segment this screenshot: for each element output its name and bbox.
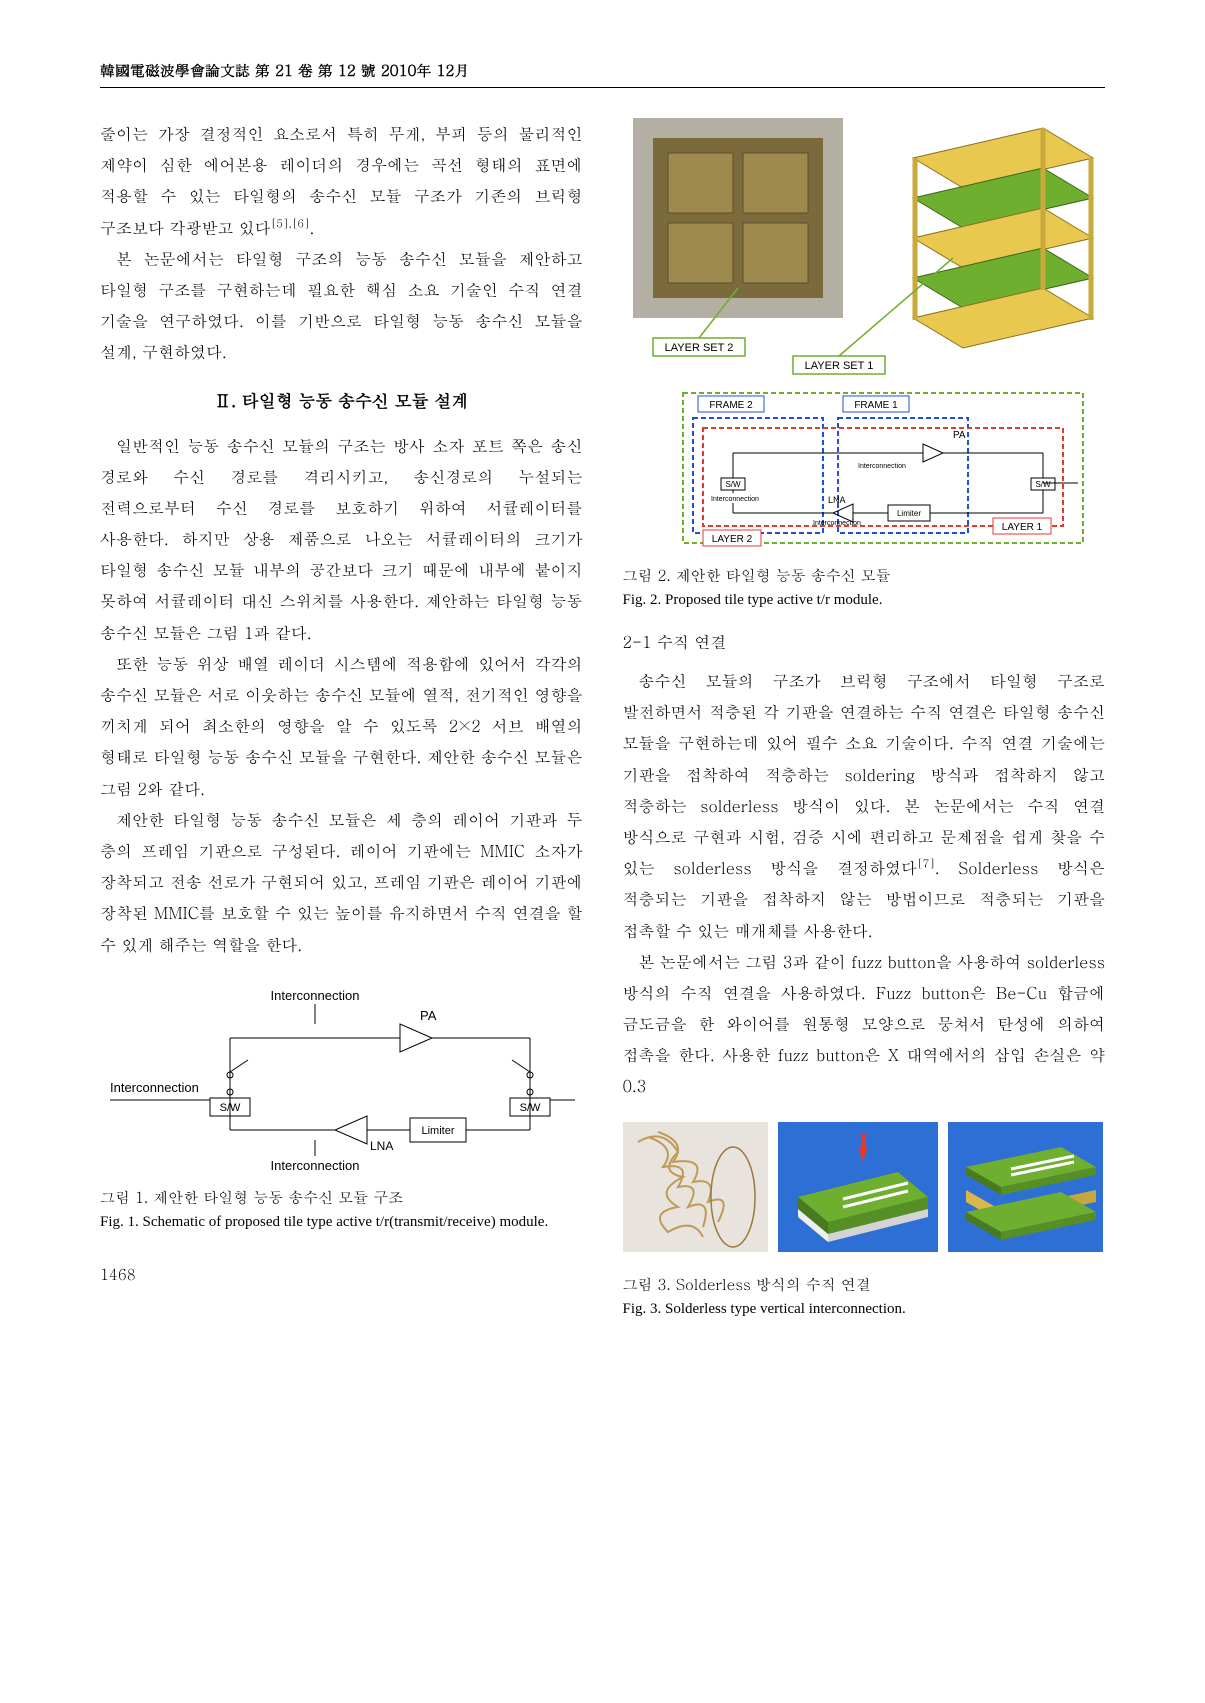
page-number: 1468 [100, 1264, 583, 1285]
body-text-block-2: 일반적인 능동 송수신 모듈의 구조는 방사 소자 포트 쪽은 송신 경로와 수… [100, 430, 583, 960]
fig1-label-interconnection-bottom: Interconnection [271, 1158, 360, 1173]
fig1-label-lna: LNA [370, 1139, 393, 1153]
header-rule [100, 87, 1105, 88]
para6: 송수신 모듈의 구조가 브릭형 구조에서 타일형 구조로 발전하면서 적층된 각… [623, 669, 1106, 879]
fig2-label-sw-left: S/W [725, 480, 741, 489]
para2: 본 논문에서는 타일형 구조의 능동 송수신 모듈을 제안하고 타일형 구조를 … [100, 243, 583, 368]
fig1-label-limiter: Limiter [421, 1125, 454, 1137]
para6-ref: [7] [917, 856, 935, 872]
figure-2: LAYER SET 2 LAYER SET 1 FRAME 2 FRAME 1 [623, 118, 1106, 612]
figure-1-caption-ko: 그림 1. 제안한 타일형 능동 송수신 모듈 구조 [100, 1186, 583, 1210]
body-text-block-1: 줄이는 가장 결정적인 요소로서 특히 무게, 부피 등의 물리적인 제약이 심… [100, 118, 583, 368]
figure-3-caption-en: Fig. 3. Solderless type vertical interco… [623, 1297, 1106, 1321]
fig1-label-pa: PA [420, 1008, 437, 1023]
figure-3-caption-ko: 그림 3. Solderless 방식의 수직 연결 [623, 1273, 1106, 1297]
fig1-label-sw-left: S/W [220, 1102, 241, 1114]
figure-3-svg [623, 1122, 1103, 1267]
two-column-layout: 줄이는 가장 결정적인 요소로서 특히 무게, 부피 등의 물리적인 제약이 심… [100, 118, 1105, 1331]
right-column: LAYER SET 2 LAYER SET 1 FRAME 2 FRAME 1 [623, 118, 1106, 1331]
fig2-label-lna: LNA [828, 495, 846, 505]
figure-1: Interconnection PA S/W [100, 980, 583, 1234]
fig2-label-layerset1: LAYER SET 1 [804, 360, 873, 372]
para3: 일반적인 능동 송수신 모듈의 구조는 방사 소자 포트 쪽은 송신 경로와 수… [100, 430, 583, 648]
figure-2-caption-en: Fig. 2. Proposed tile type active t/r mo… [623, 588, 1106, 612]
fig1-label-sw-right: S/W [520, 1102, 541, 1114]
fig2-label-pa: PA [953, 430, 966, 441]
subsection-2-1-heading: 2-1 수직 연결 [623, 630, 1106, 653]
figure-2-svg: LAYER SET 2 LAYER SET 1 FRAME 2 FRAME 1 [623, 118, 1103, 558]
figure-1-caption-en: Fig. 1. Schematic of proposed tile type … [100, 1210, 583, 1234]
para5: 제안한 타일형 능동 송수신 모듈은 세 층의 레이어 기판과 두 층의 프레임… [100, 804, 583, 960]
fig2-label-inter-bot: Interconnection [813, 520, 861, 527]
fig2-label-limiter: Limiter [896, 509, 920, 518]
para4: 또한 능동 위상 배열 레이더 시스템에 적용함에 있어서 각각의 송수신 모듈… [100, 648, 583, 804]
fig1-label-interconnection-left: Interconnection [110, 1080, 199, 1095]
fig2-label-layerset2: LAYER SET 2 [664, 342, 733, 354]
figure-1-svg: Interconnection PA S/W [100, 980, 580, 1180]
journal-header: 韓國電磁波學會論文誌 第 21 卷 第 12 號 2010年 12月 [100, 60, 1105, 81]
section-2-heading: Ⅱ. 타일형 능동 송수신 모듈 설계 [100, 388, 583, 412]
fig2-label-layer1: LAYER 1 [1001, 522, 1042, 533]
body-text-block-3: 송수신 모듈의 구조가 브릭형 구조에서 타일형 구조로 발전하면서 적층된 각… [623, 665, 1106, 1102]
figure-2-caption-ko: 그림 2. 제안한 타일형 능동 송수신 모듈 [623, 564, 1106, 588]
fig2-label-frame1: FRAME 1 [854, 400, 898, 411]
fig2-label-sw-right: S/W [1035, 480, 1051, 489]
para1-tail: . [310, 216, 315, 239]
para1-ref: [5],[6] [271, 215, 310, 231]
para1: 줄이는 가장 결정적인 요소로서 특히 무게, 부피 등의 물리적인 제약이 심… [100, 122, 583, 239]
fig2-label-layer2: LAYER 2 [711, 534, 752, 545]
para7: 본 논문에서는 그림 3과 같이 fuzz button을 사용하여 solde… [623, 946, 1106, 1102]
fig2-label-inter-top: Interconnection [858, 463, 906, 470]
left-column: 줄이는 가장 결정적인 요소로서 특히 무게, 부피 등의 물리적인 제약이 심… [100, 118, 583, 1331]
fig1-label-interconnection-top: Interconnection [271, 988, 360, 1003]
fig2-label-inter-left: Interconnection [711, 496, 759, 503]
figure-3: 그림 3. Solderless 방식의 수직 연결 Fig. 3. Solde… [623, 1122, 1106, 1321]
fig2-label-frame2: FRAME 2 [709, 400, 753, 411]
